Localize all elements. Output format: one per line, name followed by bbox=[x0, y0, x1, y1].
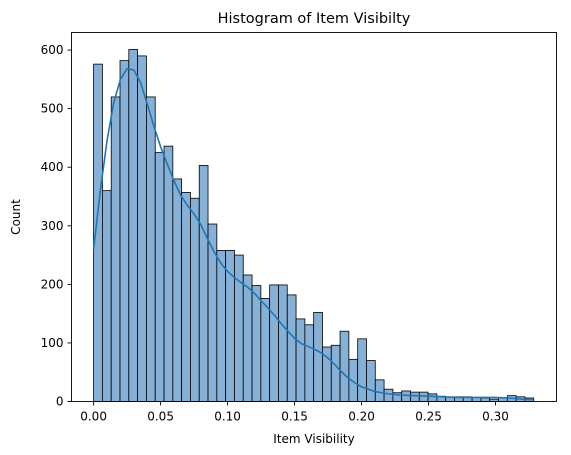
x-tick-label: 0.30 bbox=[482, 410, 509, 424]
x-axis: 0.00 0.05 0.10 0.15 0.20 0.25 0.30 bbox=[80, 401, 509, 424]
histogram-bar bbox=[427, 393, 438, 402]
histogram-bar bbox=[119, 60, 130, 402]
histogram-bar bbox=[128, 49, 139, 402]
histogram-bar bbox=[304, 324, 315, 402]
histogram-bar bbox=[146, 96, 156, 402]
histogram-bars bbox=[93, 49, 535, 402]
histogram-bar bbox=[366, 360, 376, 402]
plot-frame bbox=[71, 32, 557, 402]
chart-title: Histogram of Item Visibilty bbox=[218, 11, 411, 27]
histogram-bar bbox=[207, 223, 218, 402]
y-tick-label: 300 bbox=[41, 219, 64, 233]
histogram-bar bbox=[313, 312, 323, 402]
x-axis-label: Item Visibility bbox=[273, 432, 354, 446]
histogram-bar bbox=[286, 294, 297, 402]
y-tick-label: 600 bbox=[41, 43, 64, 57]
x-tick-label: 0.10 bbox=[214, 410, 241, 424]
histogram-bar bbox=[102, 190, 112, 402]
histogram-bar bbox=[154, 152, 165, 402]
histogram-bar bbox=[260, 298, 271, 402]
histogram-bar bbox=[251, 285, 262, 402]
histogram-bar bbox=[181, 191, 191, 402]
y-tick-label: 400 bbox=[41, 160, 64, 174]
histogram-bar bbox=[190, 197, 200, 402]
histogram-bar bbox=[269, 284, 279, 402]
histogram-bar bbox=[330, 344, 341, 402]
x-tick-label: 0.20 bbox=[348, 410, 375, 424]
histogram-bar bbox=[216, 249, 227, 402]
histogram-bar bbox=[198, 165, 209, 402]
y-tick-label: 500 bbox=[41, 102, 64, 116]
histogram-bar bbox=[410, 391, 420, 402]
x-tick-label: 0.05 bbox=[147, 410, 174, 424]
x-tick-label: 0.25 bbox=[415, 410, 442, 424]
y-axis: 0 100 200 300 400 500 600 bbox=[41, 43, 72, 409]
histogram-bar bbox=[383, 388, 394, 402]
histogram-bar bbox=[401, 390, 411, 402]
histogram-bar bbox=[374, 379, 385, 402]
histogram-bar bbox=[110, 96, 121, 402]
histogram-bar bbox=[163, 145, 174, 402]
y-tick-label: 0 bbox=[56, 395, 64, 409]
y-tick-label: 100 bbox=[41, 336, 64, 350]
histogram-bar bbox=[137, 55, 147, 402]
histogram-bar bbox=[278, 284, 288, 402]
histogram-bar bbox=[295, 318, 306, 402]
histogram-bar bbox=[357, 338, 367, 402]
histogram-bar bbox=[480, 397, 491, 402]
y-axis-label: Count bbox=[9, 199, 23, 235]
histogram-bar bbox=[234, 254, 244, 402]
x-tick-label: 0.15 bbox=[281, 410, 308, 424]
histogram-bar bbox=[172, 178, 183, 402]
x-tick-label: 0.00 bbox=[80, 410, 107, 424]
kde-curve bbox=[92, 67, 534, 401]
y-tick-label: 200 bbox=[41, 277, 64, 291]
histogram-bar bbox=[339, 330, 350, 402]
histogram-bar bbox=[242, 274, 253, 402]
